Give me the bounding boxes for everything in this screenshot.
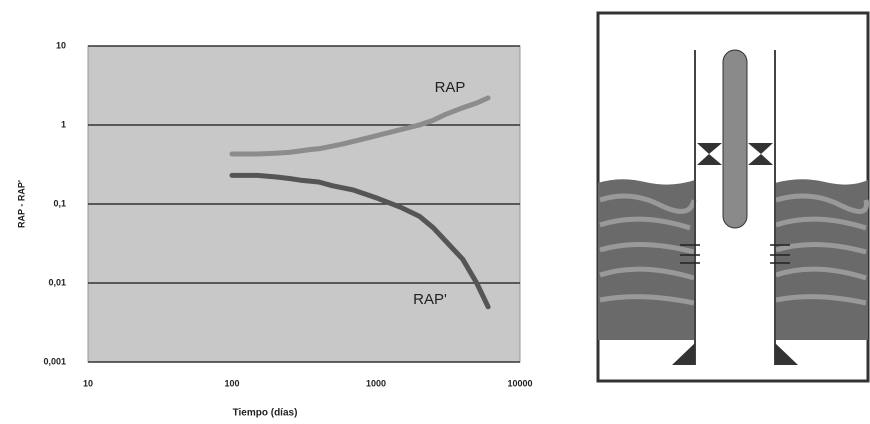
series-annotation: RAP': [413, 291, 447, 308]
y-tick-label: 0,001: [43, 356, 66, 366]
series-annotation: RAP: [435, 79, 466, 96]
series-line: [229, 95, 491, 157]
x-tick-label: 100: [224, 378, 239, 388]
y-tick-label: 10: [56, 40, 66, 50]
y-tick-label: 1: [61, 119, 66, 129]
y-tick-label: 0,1: [53, 198, 66, 208]
well-diagram: [596, 11, 870, 383]
x-tick-label: 1000: [366, 378, 386, 388]
x-tick-label: 10: [83, 378, 93, 388]
x-tick-label: 10000: [507, 378, 532, 388]
series-line: [229, 172, 491, 310]
y-axis-label: RAP - RAP': [16, 180, 26, 228]
x-axis-label: Tiempo (días): [233, 408, 298, 419]
y-tick-label: 0,01: [48, 277, 66, 287]
